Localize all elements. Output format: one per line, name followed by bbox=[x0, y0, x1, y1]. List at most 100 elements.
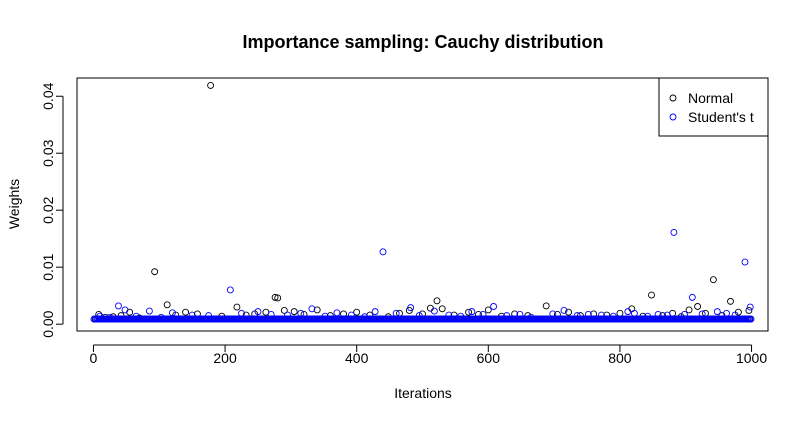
data-point bbox=[584, 311, 592, 318]
data-point bbox=[709, 276, 717, 284]
data-point bbox=[353, 308, 361, 316]
plot-area-box bbox=[76, 77, 769, 332]
y-axis: 0.00 0.01 0.02 0.03 0.04 bbox=[40, 82, 64, 338]
data-point bbox=[616, 309, 624, 317]
data-points bbox=[90, 81, 755, 323]
data-point bbox=[415, 312, 423, 320]
data-point bbox=[121, 306, 129, 314]
legend-box bbox=[658, 77, 769, 137]
data-point bbox=[188, 311, 196, 319]
data-point bbox=[445, 311, 453, 319]
legend-label: Normal bbox=[688, 90, 733, 106]
legend: Normal Student's t bbox=[658, 77, 769, 137]
data-point bbox=[392, 309, 400, 317]
data-point bbox=[271, 293, 279, 301]
data-point bbox=[151, 268, 159, 276]
data-point bbox=[609, 312, 617, 320]
data-point bbox=[267, 311, 275, 318]
data-point bbox=[527, 313, 535, 321]
data-point bbox=[274, 294, 282, 302]
x-tick-label: 600 bbox=[477, 350, 501, 366]
data-point bbox=[96, 312, 104, 320]
data-point bbox=[207, 81, 215, 89]
data-point bbox=[284, 311, 292, 319]
data-point bbox=[630, 309, 638, 317]
data-point bbox=[516, 311, 524, 318]
data-point bbox=[479, 311, 487, 318]
data-point bbox=[598, 311, 605, 319]
data-point bbox=[747, 315, 755, 323]
data-point bbox=[226, 286, 234, 294]
data-point bbox=[321, 312, 329, 320]
data-point bbox=[333, 309, 341, 317]
data-point bbox=[280, 307, 288, 314]
data-point bbox=[663, 311, 671, 319]
x-tick-label: 200 bbox=[213, 350, 237, 366]
y-tick-label: 0.03 bbox=[40, 139, 56, 166]
data-point bbox=[430, 307, 438, 315]
legend-marker bbox=[669, 94, 677, 102]
data-point bbox=[300, 311, 308, 318]
data-point bbox=[727, 297, 734, 305]
data-point bbox=[290, 308, 298, 316]
data-point bbox=[648, 291, 655, 299]
data-point bbox=[745, 307, 753, 314]
data-point bbox=[688, 293, 696, 301]
data-point bbox=[361, 313, 369, 321]
data-point bbox=[438, 305, 446, 313]
data-point bbox=[205, 312, 213, 320]
data-point bbox=[694, 303, 702, 310]
data-point bbox=[308, 305, 316, 313]
data-point bbox=[115, 302, 122, 310]
data-point bbox=[565, 308, 573, 316]
data-point bbox=[484, 306, 492, 314]
data-point bbox=[746, 303, 754, 311]
data-point bbox=[680, 311, 688, 318]
x-tick-label: 400 bbox=[345, 350, 369, 366]
x-axis-label: Iterations bbox=[394, 385, 452, 401]
data-point bbox=[347, 311, 355, 319]
series-students-t bbox=[90, 228, 755, 323]
series-normal bbox=[90, 81, 755, 323]
data-point bbox=[490, 303, 498, 310]
data-point bbox=[145, 307, 153, 315]
data-point bbox=[741, 258, 749, 266]
y-tick-label: 0.00 bbox=[40, 310, 56, 337]
data-point bbox=[157, 313, 165, 321]
chart-title: Importance sampling: Cauchy distribution bbox=[242, 32, 603, 52]
data-point bbox=[457, 312, 465, 320]
y-tick-label: 0.04 bbox=[40, 82, 56, 109]
y-tick-label: 0.01 bbox=[40, 253, 56, 280]
legend-label: Student's t bbox=[688, 109, 754, 125]
data-point bbox=[433, 297, 441, 305]
legend-marker bbox=[669, 113, 677, 121]
data-point bbox=[670, 228, 678, 236]
data-point bbox=[238, 309, 245, 317]
data-point bbox=[560, 307, 568, 314]
data-point bbox=[542, 302, 550, 310]
data-point bbox=[233, 303, 241, 311]
data-point bbox=[503, 312, 511, 320]
data-point bbox=[713, 308, 721, 316]
data-point bbox=[132, 312, 140, 320]
data-point bbox=[106, 313, 114, 321]
data-point bbox=[254, 308, 262, 316]
data-point bbox=[624, 308, 632, 316]
data-point bbox=[371, 308, 379, 316]
data-point bbox=[182, 308, 190, 316]
data-point bbox=[465, 308, 473, 316]
x-tick-label: 0 bbox=[90, 350, 98, 366]
data-point bbox=[573, 312, 581, 320]
y-tick-label: 0.02 bbox=[40, 196, 56, 223]
data-point bbox=[731, 311, 739, 319]
data-point bbox=[379, 248, 387, 256]
data-point bbox=[163, 301, 171, 309]
data-point bbox=[95, 311, 103, 318]
data-point bbox=[654, 311, 662, 318]
data-point bbox=[644, 312, 652, 320]
data-point bbox=[549, 310, 557, 318]
x-tick-label: 1000 bbox=[736, 350, 767, 366]
y-axis-label: Weights bbox=[6, 179, 22, 229]
data-point bbox=[723, 309, 730, 317]
